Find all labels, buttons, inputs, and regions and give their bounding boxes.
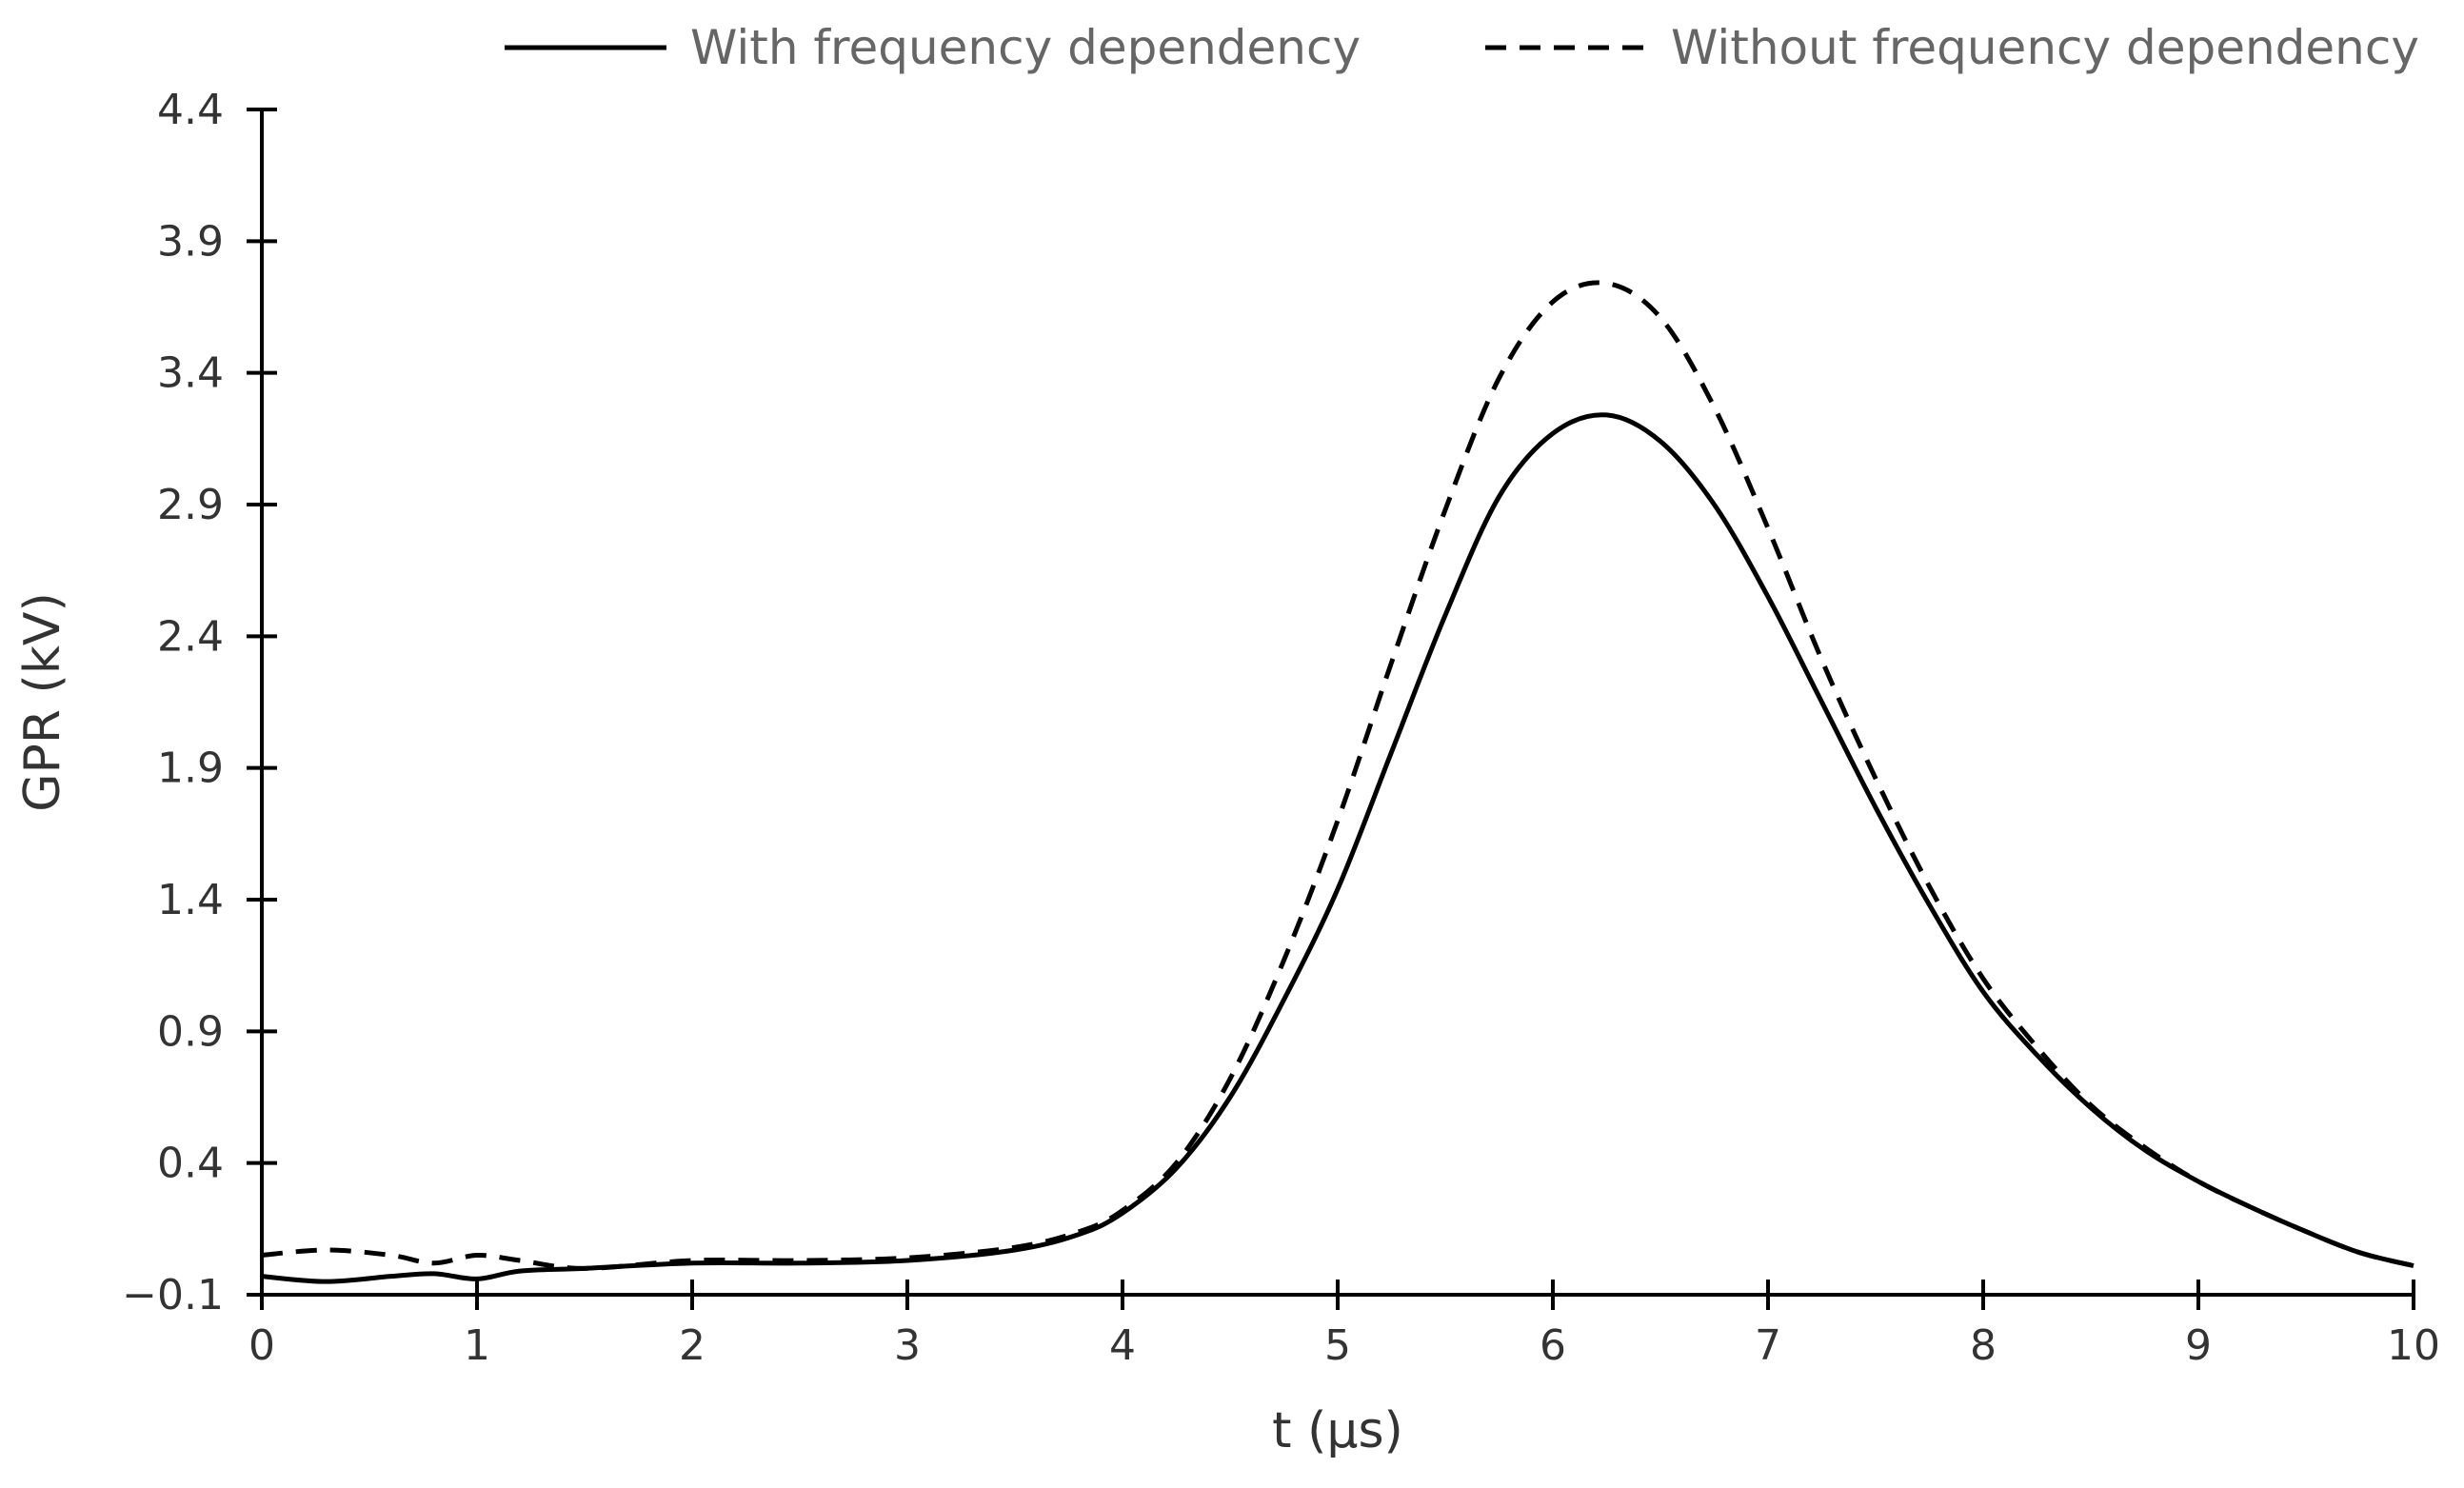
series-layer xyxy=(261,280,2414,1284)
legend-label: Without frequency dependency xyxy=(1671,20,2419,75)
x-tick-label: 10 xyxy=(2387,1321,2440,1370)
y-tick-label: −0.1 xyxy=(122,1271,224,1319)
axes: −0.1 0.4 0.9 1.4 1.9 2.4 2.9 3.4 3.9 4.4 0 1 2 3 4 5 6 7 8… xyxy=(122,86,2440,1370)
y-tick-label: 1.9 xyxy=(157,744,224,793)
x-tick-label: 9 xyxy=(2185,1321,2212,1370)
series-line-with-frequency-dependency xyxy=(261,412,2414,1284)
y-tick-label: 3.9 xyxy=(157,217,224,266)
x-tick-label: 4 xyxy=(1109,1321,1136,1370)
x-tick-label: 1 xyxy=(464,1321,490,1370)
x-tick-label: 5 xyxy=(1324,1321,1351,1370)
y-tick-label: 1.4 xyxy=(157,876,224,924)
legend: With frequency dependency Without frequen… xyxy=(505,20,2419,75)
x-tick-label: 3 xyxy=(894,1321,921,1370)
x-tick-label: 8 xyxy=(1970,1321,1997,1370)
y-axis-title: GPR (kV) xyxy=(14,592,71,812)
y-tick-label: 4.4 xyxy=(157,86,224,134)
x-tick-label: 7 xyxy=(1755,1321,1781,1370)
x-axis-title: t (µs) xyxy=(1272,1402,1403,1459)
y-tick-label: 2.4 xyxy=(157,612,224,661)
y-tick-label: 3.4 xyxy=(157,349,224,398)
y-tick-label: 0.4 xyxy=(157,1140,224,1188)
x-tick-label: 2 xyxy=(679,1321,705,1370)
x-tick-label: 0 xyxy=(248,1321,275,1370)
y-tick-label: 2.9 xyxy=(157,481,224,529)
x-tick-label: 6 xyxy=(1540,1321,1566,1370)
series-line-without-frequency-dependency xyxy=(261,280,2414,1271)
y-tick-label: 0.9 xyxy=(157,1007,224,1056)
legend-label: With frequency dependency xyxy=(690,20,1361,75)
